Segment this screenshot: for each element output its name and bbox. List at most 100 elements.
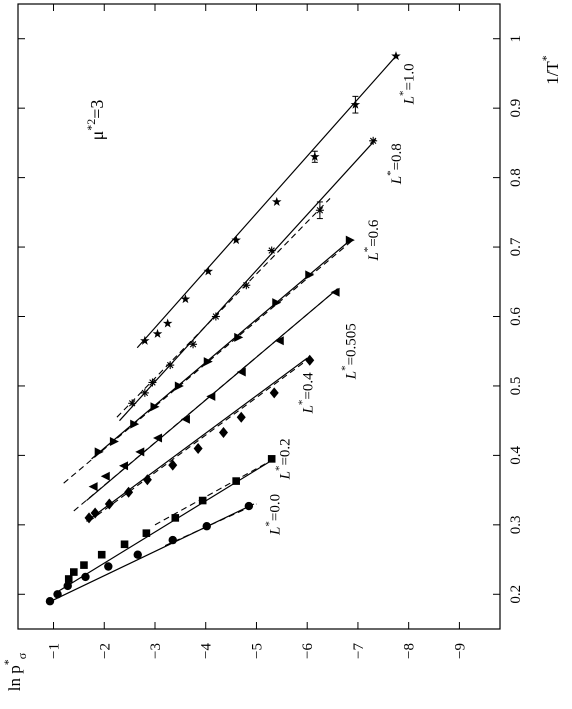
asterisk-stroke <box>128 400 136 407</box>
data-point <box>162 318 173 328</box>
data-point <box>391 51 401 61</box>
data-point <box>242 281 251 290</box>
data-point <box>350 99 361 109</box>
fit-line <box>86 357 308 522</box>
data-point <box>135 447 145 457</box>
data-point <box>330 287 340 297</box>
data-point <box>88 482 98 492</box>
data-point <box>232 477 240 485</box>
x-tick-label: 0.8 <box>508 168 524 187</box>
fit-line <box>119 139 377 422</box>
series-1 <box>53 455 276 595</box>
series-label: L*=1.0 <box>398 63 418 105</box>
y-axis-label: ln p*σ <box>1 652 29 691</box>
data-point <box>119 461 129 471</box>
data-point <box>218 426 228 438</box>
data-point <box>203 266 214 276</box>
data-point <box>152 328 163 338</box>
data-point <box>203 357 213 367</box>
fit-line <box>136 55 397 349</box>
data-point <box>267 246 276 255</box>
series-label: L*=0.4 <box>296 372 316 415</box>
annotation: μ*2=3 <box>84 100 107 141</box>
data-point <box>198 496 207 505</box>
asterisk-stroke <box>268 247 275 254</box>
data-point <box>100 471 110 481</box>
data-point <box>148 378 157 387</box>
asterisk-stroke <box>141 389 149 397</box>
data-point <box>109 437 119 446</box>
series-layer <box>45 51 401 606</box>
data-point <box>53 590 62 599</box>
y-tick-label: −8 <box>402 643 418 659</box>
series-4 <box>63 235 355 484</box>
data-point <box>104 498 114 510</box>
plot-area: 0.2 0.3 0.4 0.5 0.6 0.7 0.8 0.9 1 −1 −2 −3 −4 −5 −6 −7 −… <box>17 3 524 659</box>
y-tick-label: −5 <box>249 643 265 659</box>
asterisk-stroke <box>149 379 156 386</box>
y-tick-label: −2 <box>97 643 113 659</box>
series-6 <box>136 51 401 349</box>
asterisk-stroke <box>166 361 174 369</box>
y-tick-label: −1 <box>47 643 63 659</box>
data-point <box>168 535 177 545</box>
x-tick-label: 0.6 <box>508 307 524 326</box>
series-5 <box>116 136 378 422</box>
data-point <box>150 402 160 412</box>
fit-line <box>53 458 275 595</box>
data-point <box>64 575 73 583</box>
data-point <box>166 361 175 370</box>
asterisk-stroke <box>189 341 197 348</box>
y-tick-label: −7 <box>351 643 367 659</box>
series-label: L*=0.0 <box>263 494 283 536</box>
series-3 <box>73 287 340 512</box>
y-tick-label: −9 <box>452 643 468 659</box>
data-point <box>211 312 220 321</box>
series-2 <box>84 354 315 524</box>
data-point <box>133 550 142 559</box>
data-point <box>244 501 254 511</box>
y-tick-label: −6 <box>300 643 316 659</box>
x-tick-label: 0.5 <box>508 377 524 396</box>
data-point <box>168 459 178 471</box>
x-tick-label: 1 <box>508 35 524 43</box>
dashed-line <box>164 503 257 547</box>
series-0 <box>45 501 257 606</box>
data-point <box>104 562 113 571</box>
x-tick-label: 0.2 <box>508 585 524 604</box>
x-tick-label: 0.4 <box>508 446 524 465</box>
data-point <box>345 235 355 245</box>
labels-layer: 1/T* ln p*σ μ*2=3 L*=0.0 L*=0.2 L*=0.4 L*=0.50… <box>1 55 562 691</box>
data-point <box>130 419 140 429</box>
data-point <box>274 336 284 346</box>
data-point <box>142 529 151 537</box>
data-point <box>305 270 315 280</box>
series-label: L*=0.8 <box>385 143 405 185</box>
data-point <box>231 235 241 245</box>
data-point <box>236 411 246 423</box>
data-point <box>70 568 78 576</box>
dashed-line <box>154 458 275 526</box>
data-point <box>180 294 191 304</box>
x-tick-label: 0.9 <box>508 99 524 118</box>
y-tick-label: −3 <box>148 643 164 659</box>
x-axis-label: 1/T* <box>539 55 562 85</box>
data-point <box>305 354 315 366</box>
data-point <box>234 332 244 342</box>
series-label: L*=0.505 <box>339 323 359 380</box>
data-point <box>269 387 279 399</box>
data-point <box>315 206 324 215</box>
data-point <box>193 442 203 454</box>
series-label: L*=0.6 <box>362 219 382 262</box>
data-point <box>90 507 100 519</box>
data-point <box>174 381 184 391</box>
data-point <box>267 455 276 463</box>
plot-frame <box>17 3 501 630</box>
x-tick-label: 0.3 <box>508 515 524 534</box>
x-tick-label: 0.7 <box>508 237 524 256</box>
dashed-line <box>73 288 338 512</box>
asterisk-stroke <box>212 313 220 320</box>
data-point <box>202 522 211 531</box>
data-point <box>94 447 104 457</box>
